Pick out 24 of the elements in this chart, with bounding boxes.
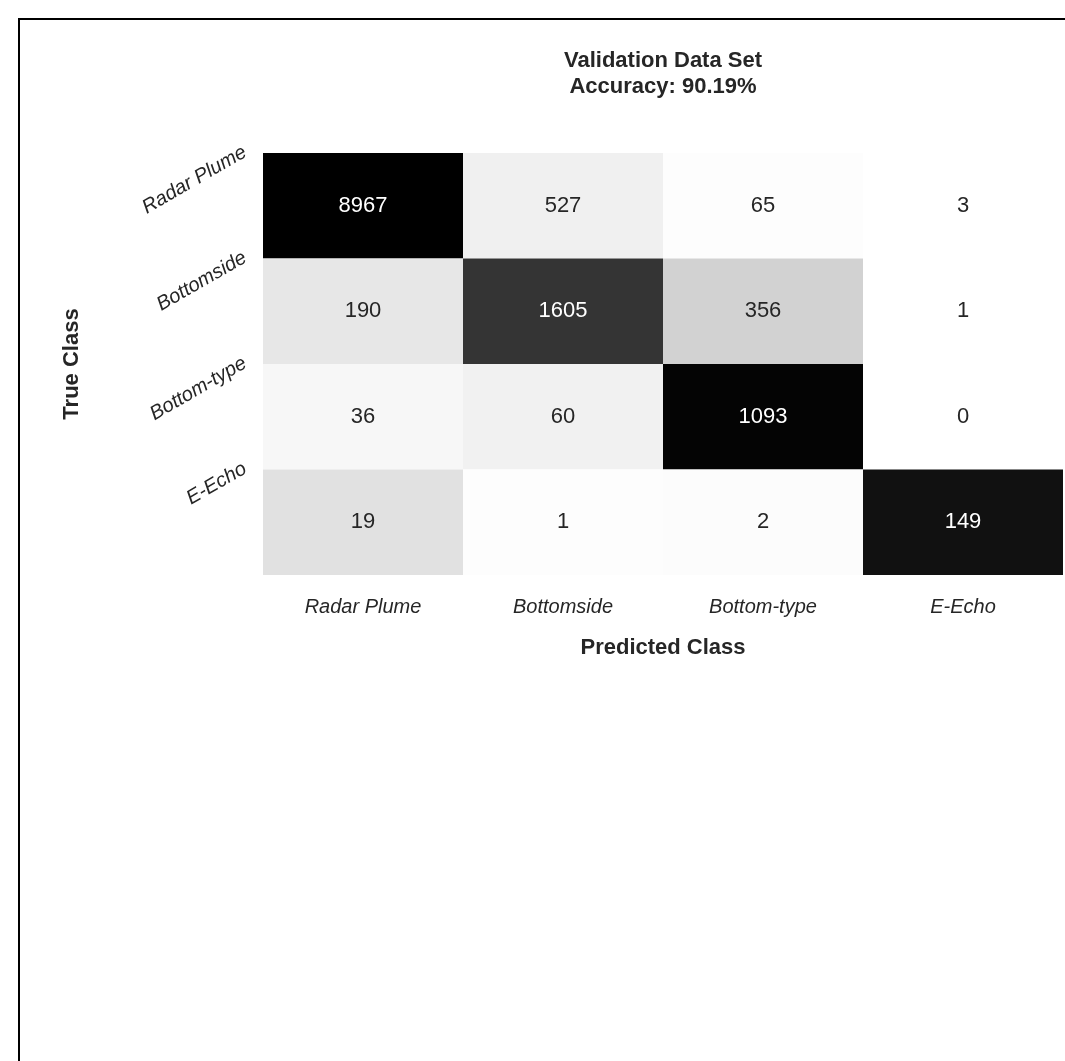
x-tick-label: Radar Plume xyxy=(304,594,422,617)
data-label: 1605 xyxy=(538,297,588,323)
data-label: 1093 xyxy=(738,402,788,428)
data-label: 1 xyxy=(556,508,570,534)
data-label: 3 xyxy=(956,191,970,217)
data-label: 2 xyxy=(756,508,770,534)
data-label: 65 xyxy=(750,191,776,217)
x-axis-title: Predicted Class xyxy=(580,634,746,660)
data-label: 8967 xyxy=(338,191,388,217)
data-label: 60 xyxy=(550,402,576,428)
data-label: 1 xyxy=(956,297,970,323)
data-label: 527 xyxy=(544,191,582,217)
x-tick-label: Bottom-type xyxy=(709,594,817,617)
data-label: 19 xyxy=(350,508,376,534)
data-label: 0 xyxy=(956,402,970,428)
data-label: 36 xyxy=(350,402,376,428)
chart-subtitle: Accuracy: 90.19% xyxy=(569,73,757,99)
x-tick-label: Bottomside xyxy=(512,594,614,617)
data-label: 149 xyxy=(944,508,982,534)
data-label: 356 xyxy=(744,297,782,323)
x-tick-label: E-Echo xyxy=(930,594,996,617)
y-axis-title: True Class xyxy=(58,308,84,420)
chart-title: Validation Data Set xyxy=(563,47,763,73)
data-label: 190 xyxy=(344,297,382,323)
